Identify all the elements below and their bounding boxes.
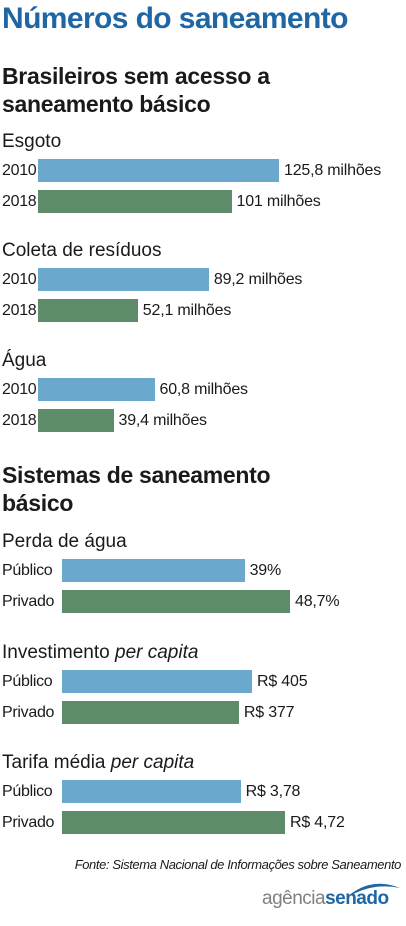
bar-row: Privado R$ 4,72 — [0, 811, 406, 835]
value-label: 52,1 milhões — [142, 302, 232, 319]
section-title: Sistemas de saneamento básico — [2, 462, 271, 516]
group-name: Esgoto — [2, 131, 62, 152]
row-label: 2010 — [2, 162, 37, 179]
group-title: Investimento per capita — [2, 642, 198, 664]
bar-blue — [62, 780, 241, 803]
value-label: R$ 405 — [257, 673, 308, 690]
bar-blue — [38, 268, 209, 291]
bar-row: 2010 125,8 milhões — [0, 159, 406, 183]
row-label: Público — [2, 783, 53, 800]
bar-row: Público 39% — [0, 559, 406, 583]
value-label: 60,8 milhões — [159, 381, 249, 398]
logo-word-senado: senado — [325, 888, 389, 909]
row-label: 2018 — [2, 412, 37, 429]
bar-row: Público R$ 405 — [0, 670, 406, 694]
row-label: Público — [2, 562, 53, 579]
bar-blue — [38, 378, 155, 401]
logo-swoosh-icon — [346, 883, 400, 898]
bar-row: 2018 52,1 milhões — [0, 299, 406, 323]
bar-green — [62, 590, 290, 613]
group-name-italic: per capita — [110, 752, 195, 773]
value-label: 89,2 milhões — [213, 271, 303, 288]
value-label: 48,7% — [295, 593, 340, 610]
value-label: 39,4 milhões — [118, 412, 208, 429]
bar-row: Privado 48,7% — [0, 590, 406, 614]
row-label: Privado — [2, 814, 55, 831]
value-label: R$ 377 — [243, 704, 295, 721]
row-label: 2018 — [2, 302, 37, 319]
group-name: Perda de água — [2, 531, 127, 552]
bar-blue — [62, 559, 245, 582]
group-title: Perda de água — [2, 531, 127, 553]
group-title: Coleta de resíduos — [2, 240, 162, 262]
bar-row: 2010 89,2 milhões — [0, 268, 406, 292]
group-name: Investimento — [2, 642, 115, 663]
source-note: Fonte: Sistema Nacional de Informações s… — [74, 857, 402, 872]
value-label: R$ 3,78 — [245, 783, 301, 800]
main-title: Números do saneamento — [2, 2, 348, 35]
row-label: 2010 — [2, 381, 37, 398]
value-label: 39% — [249, 562, 282, 579]
bar-green — [62, 811, 285, 834]
value-label: 101 milhões — [236, 193, 321, 210]
row-label: 2010 — [2, 271, 37, 288]
row-label: 2018 — [2, 193, 37, 210]
bar-row: 2018 39,4 milhões — [0, 409, 406, 433]
row-label: Privado — [2, 704, 55, 721]
group-name-italic: per capita — [115, 642, 199, 663]
bar-green — [38, 299, 138, 322]
bar-green — [62, 701, 239, 724]
bar-green — [38, 409, 114, 432]
bar-blue — [62, 670, 252, 693]
bar-row: 2018 101 milhões — [0, 190, 406, 214]
logo-word-agencia: agência — [262, 888, 326, 909]
row-label: Privado — [2, 593, 55, 610]
bar-row: Privado R$ 377 — [0, 701, 406, 725]
row-label: Público — [2, 673, 53, 690]
value-label: 125,8 milhões — [284, 162, 382, 179]
group-name: Água — [2, 350, 47, 371]
group-title: Tarifa média per capita — [2, 752, 194, 774]
group-title: Esgoto — [2, 131, 61, 153]
group-name: Coleta de resíduos — [2, 240, 162, 261]
group-name: Tarifa média — [2, 752, 111, 773]
value-label: R$ 4,72 — [290, 814, 345, 831]
bar-row: 2010 60,8 milhões — [0, 378, 406, 402]
bar-blue — [38, 159, 279, 182]
section-title: Brasileiros sem acesso a saneamento bási… — [2, 63, 270, 117]
group-title: Água — [2, 350, 46, 372]
logo-text: agênciasenado — [262, 888, 389, 910]
bar-green — [38, 190, 232, 213]
bar-row: Público R$ 3,78 — [0, 780, 406, 804]
agencia-senado-logo: agênciasenado — [262, 878, 402, 914]
